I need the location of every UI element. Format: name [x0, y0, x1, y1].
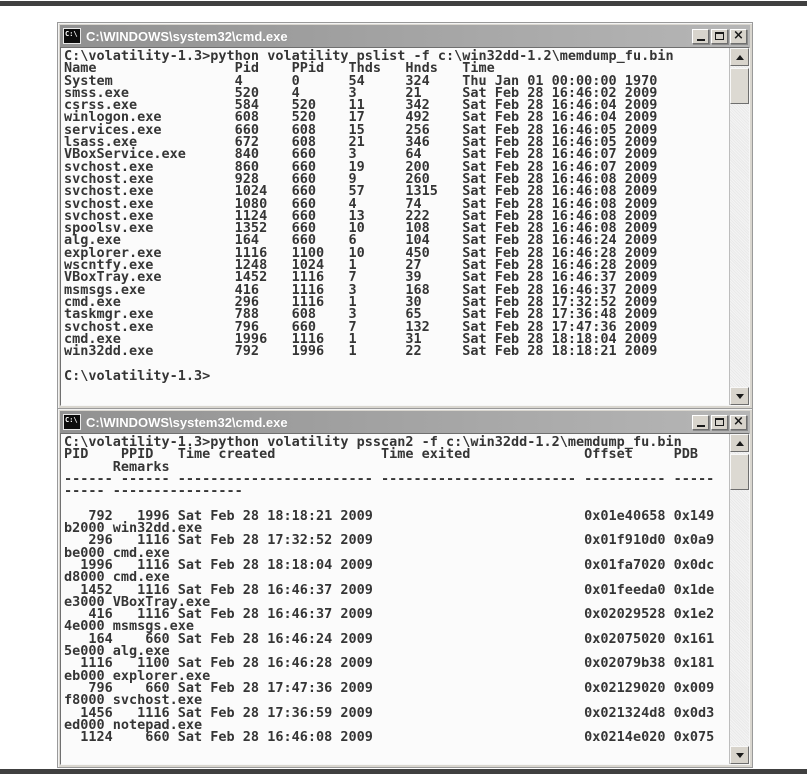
vertical-scrollbar[interactable] — [729, 434, 749, 764]
close-button[interactable]: × — [730, 414, 747, 430]
arrow-up-icon — [735, 54, 744, 60]
scroll-up-button[interactable] — [730, 434, 749, 452]
figure-top-rule — [0, 1, 807, 6]
scroll-thumb[interactable] — [730, 454, 749, 490]
title-bar[interactable]: C:\ C:\WINDOWS\system32\cmd.exe × — [60, 411, 750, 433]
minimize-icon — [696, 38, 705, 41]
cmd-prompt-icon: C:\ — [63, 28, 81, 44]
console-output-psscan2[interactable]: C:\volatility-1.3>python volatility pssc… — [64, 434, 715, 746]
arrow-down-icon — [735, 393, 744, 399]
maximize-icon — [715, 418, 724, 426]
arrow-down-icon — [735, 752, 744, 758]
console-area: C:\volatility-1.3>python volatility psli… — [60, 47, 750, 406]
vertical-scrollbar[interactable] — [729, 48, 749, 405]
maximize-button[interactable] — [711, 28, 728, 44]
minimize-button[interactable] — [692, 28, 709, 44]
window-title: C:\WINDOWS\system32\cmd.exe — [86, 414, 288, 430]
maximize-icon — [715, 32, 724, 40]
minimize-icon — [696, 424, 705, 427]
scroll-down-button[interactable] — [730, 387, 749, 405]
close-icon: × — [733, 28, 744, 43]
close-icon: × — [733, 414, 744, 429]
figure-bottom-rule — [0, 769, 807, 774]
scroll-thumb[interactable] — [730, 68, 749, 104]
arrow-up-icon — [735, 440, 744, 446]
console-area: C:\volatility-1.3>python volatility pssc… — [60, 433, 750, 765]
cmd-window-psscan2: C:\ C:\WINDOWS\system32\cmd.exe × C:\vol… — [57, 408, 753, 768]
cmd-window-pslist: C:\ C:\WINDOWS\system32\cmd.exe × C:\vol… — [57, 22, 753, 409]
scroll-up-button[interactable] — [730, 48, 749, 66]
minimize-button[interactable] — [692, 414, 709, 430]
title-bar[interactable]: C:\ C:\WINDOWS\system32\cmd.exe × — [60, 25, 750, 47]
cmd-prompt-icon: C:\ — [63, 414, 81, 430]
scroll-down-button[interactable] — [730, 746, 749, 764]
maximize-button[interactable] — [711, 414, 728, 430]
window-title: C:\WINDOWS\system32\cmd.exe — [86, 28, 288, 44]
console-output-pslist[interactable]: C:\volatility-1.3>python volatility psli… — [64, 48, 674, 384]
close-button[interactable]: × — [730, 28, 747, 44]
